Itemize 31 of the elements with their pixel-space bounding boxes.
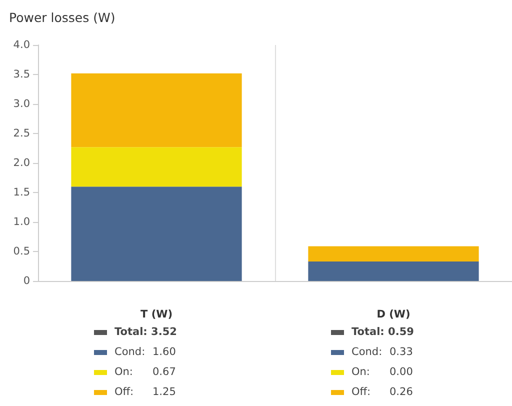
y-tick-label: 4.0 bbox=[13, 39, 30, 51]
y-tick-label: 2.5 bbox=[13, 128, 30, 140]
legend-label: Off: bbox=[114, 386, 135, 398]
bar bbox=[71, 186, 242, 281]
y-tick-label: 3.0 bbox=[13, 98, 30, 110]
text: Total: 0.59 bbox=[352, 326, 414, 338]
data-label: 0.26 bbox=[390, 386, 413, 398]
data-label: 1.25 bbox=[152, 386, 176, 398]
y-tick-label: 2.0 bbox=[13, 157, 30, 169]
text: Cond: bbox=[352, 346, 382, 358]
y-tick-label: 3.5 bbox=[13, 68, 30, 80]
data-label: 0.00 bbox=[390, 366, 413, 378]
y-tick-label: 0.5 bbox=[13, 246, 30, 258]
bar bbox=[308, 262, 479, 281]
text: Off: bbox=[352, 386, 371, 398]
chart-title: Power losses (W) bbox=[9, 10, 116, 25]
text: On: bbox=[352, 366, 370, 378]
y-tick-label: 1.5 bbox=[13, 186, 30, 198]
y-tick-label: 1.0 bbox=[13, 216, 30, 228]
x-tick-label: T (W) bbox=[140, 308, 172, 320]
bar bbox=[71, 73, 242, 148]
y-tick-label: 0 bbox=[23, 275, 30, 287]
text: Total: 3.52 bbox=[114, 326, 177, 338]
data-label: 0.33 bbox=[390, 346, 413, 358]
bar bbox=[308, 246, 479, 262]
data-label: 0.67 bbox=[152, 366, 176, 378]
x-tick-label: D (W) bbox=[376, 308, 410, 320]
legend-label: Cond: bbox=[114, 346, 146, 358]
legend-label: On: bbox=[114, 366, 134, 378]
data-label: 1.60 bbox=[152, 346, 176, 358]
bar bbox=[71, 147, 242, 187]
